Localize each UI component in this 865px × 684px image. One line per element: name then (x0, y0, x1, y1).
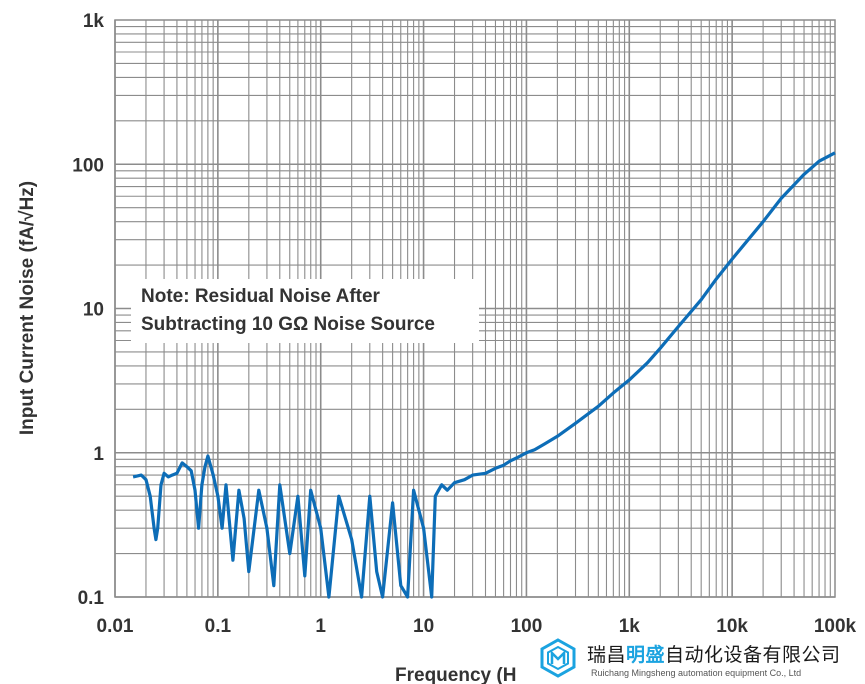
y-axis-title: Input Current Noise (fA/√Hz) (17, 181, 38, 435)
x-tick-label: 1 (315, 616, 326, 637)
annotation-line-2: Subtracting 10 GΩ Noise Source (141, 314, 435, 335)
plot-frame (114, 19, 836, 598)
noise-series-line (132, 151, 836, 599)
y-tick-labels: 0.1 1 10 100 1k (72, 11, 104, 609)
y-tick-label: 100 (72, 155, 104, 176)
x-tick-label: 10k (716, 616, 748, 637)
hexagon-logo-icon (540, 638, 576, 678)
y-tick-label: 0.1 (78, 588, 105, 609)
company-name: 瑞昌明盛自动化设备有限公司 (587, 644, 841, 666)
x-axis-title: Frequency (H (395, 665, 516, 684)
x-tick-label: 0.1 (205, 616, 232, 637)
watermark-logo: 瑞昌明盛自动化设备有限公司 Ruichang Mingsheng automat… (533, 634, 865, 684)
x-tick-label: 1k (619, 616, 641, 637)
x-tick-label: 0.01 (97, 616, 134, 637)
company-subtitle: Ruichang Mingsheng automation equipment … (591, 668, 802, 678)
x-tick-label: 100k (814, 616, 857, 637)
x-tick-label: 100 (511, 616, 543, 637)
x-tick-label: 10 (413, 616, 434, 637)
y-tick-label: 1 (93, 444, 104, 465)
annotation-note: Note: Residual Noise After Subtracting 1… (131, 279, 479, 343)
y-tick-label: 1k (83, 11, 105, 32)
y-tick-label: 10 (83, 300, 104, 321)
x-tick-labels: 0.01 0.1 1 10 100 1k 10k 100k (97, 616, 857, 637)
annotation-line-1: Note: Residual Noise After (141, 286, 380, 307)
